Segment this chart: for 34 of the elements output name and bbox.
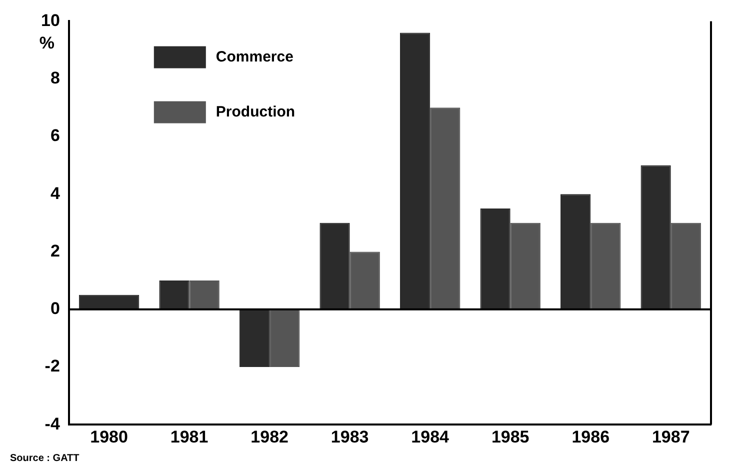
bar <box>270 309 300 367</box>
legend-label: Commerce <box>216 48 294 66</box>
y-tick-label: 8 <box>50 68 60 88</box>
x-tick-label: 1987 <box>652 427 690 446</box>
bar <box>400 32 430 310</box>
y-tick-label: 2 <box>50 241 60 260</box>
y-axis-title: % <box>39 33 54 52</box>
x-tick-label: 1982 <box>250 427 288 446</box>
y-tick-label: 10 <box>40 10 60 30</box>
bar <box>350 252 380 310</box>
x-tick-label: 1986 <box>572 427 610 446</box>
y-tick-label: -4 <box>44 414 60 434</box>
bar <box>480 208 510 310</box>
y-tick-label: -2 <box>44 356 60 376</box>
y-tick-label: 4 <box>50 184 60 203</box>
bar <box>430 108 460 310</box>
bar <box>159 280 190 310</box>
bar <box>640 165 671 310</box>
x-tick-label: 1985 <box>491 427 530 446</box>
x-tick-label: 1981 <box>170 427 208 446</box>
bar <box>239 309 270 367</box>
x-tick-label: 1980 <box>90 427 128 446</box>
legend-label: Production <box>216 103 296 120</box>
source-note: Source : GATT <box>10 452 80 464</box>
bar <box>590 222 621 310</box>
bar <box>560 194 591 310</box>
y-tick-label: 0 <box>50 299 60 318</box>
y-tick-label: 6 <box>50 126 60 146</box>
x-tick-label: 1983 <box>330 427 369 446</box>
bar <box>320 222 350 310</box>
bar <box>189 280 220 310</box>
bar <box>510 222 540 310</box>
bar <box>670 222 701 310</box>
x-tick-label: 1984 <box>411 427 450 446</box>
